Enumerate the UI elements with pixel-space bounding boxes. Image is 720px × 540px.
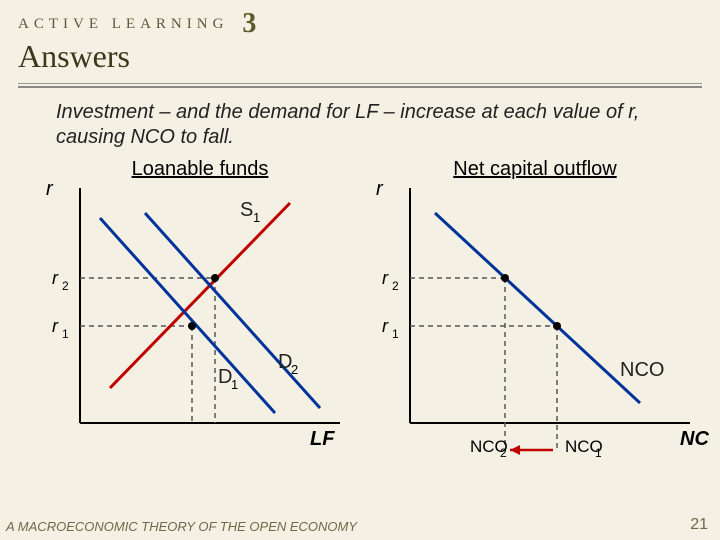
svg-text:1: 1 [392,327,399,341]
svg-text:1: 1 [595,446,602,460]
loanable-funds-chart: Loanable funds r S1D1D2r2r1LF [40,158,360,478]
svg-text:LF: LF [310,428,335,450]
svg-text:2: 2 [62,279,69,293]
svg-text:r: r [382,316,389,336]
svg-text:2: 2 [392,279,399,293]
svg-text:r: r [52,316,59,336]
svg-text:S: S [240,199,253,221]
left-chart-svg: S1D1D2r2r1LF [40,158,360,478]
slide-title: Answers [18,38,702,75]
svg-text:NCO: NCO [680,428,710,450]
footer-text: A MACROECONOMIC THEORY OF THE OPEN ECONO… [6,519,710,534]
right-chart-svg: NCOr2r1NCO2NCO1NCO [370,158,710,478]
svg-text:1: 1 [231,377,238,392]
rule-thin [18,83,702,84]
svg-text:2: 2 [291,362,298,377]
kicker: ACTIVE LEARNING [18,16,228,32]
svg-text:NCO: NCO [620,359,664,381]
nco-chart: Net capital outflow r NCOr2r1NCO2NCO1NCO [370,158,700,478]
svg-text:2: 2 [500,446,507,460]
header: ACTIVE LEARNING 3 Answers [0,0,720,81]
svg-text:r: r [52,268,59,288]
svg-text:1: 1 [62,327,69,341]
rule-thick [18,86,702,88]
kicker-number: 3 [242,8,256,39]
page-number: 21 [690,516,708,534]
charts-area: Loanable funds r S1D1D2r2r1LF Net capita… [0,158,720,488]
body-text: Investment – and the demand for LF – inc… [0,94,720,158]
svg-text:1: 1 [253,210,260,225]
svg-text:r: r [382,268,389,288]
